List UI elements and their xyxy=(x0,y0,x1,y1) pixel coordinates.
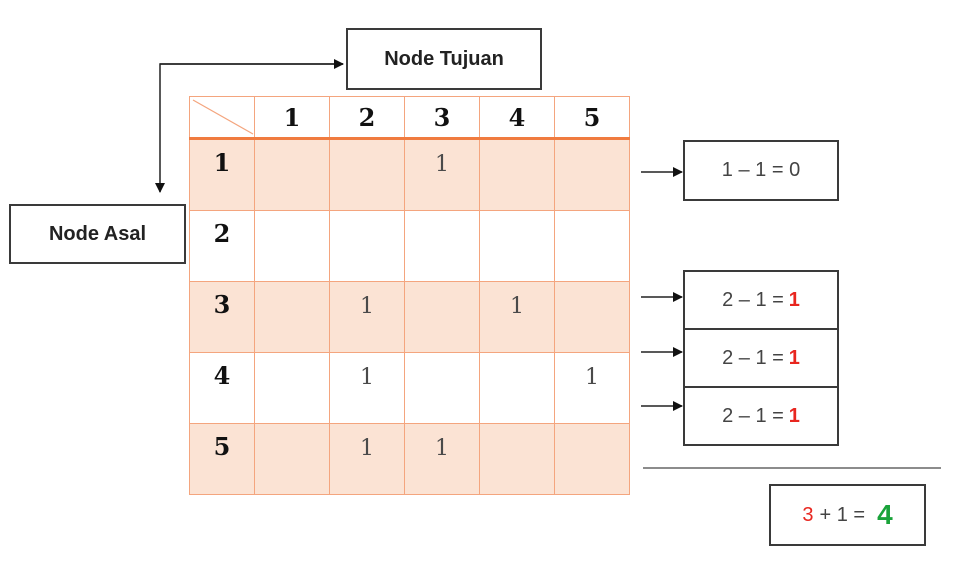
cell-2-5 xyxy=(554,210,630,282)
cell-5-3: 1 xyxy=(404,423,480,495)
calc-row-3-text: 2 – 1 = xyxy=(722,288,784,311)
adjacency-matrix: 1 2 3 4 5 1 1 2 3 1 1 4 1 1 5 xyxy=(189,96,630,495)
calc-box-row-3: 2 – 1 = 1 xyxy=(683,270,839,330)
cell-5-5 xyxy=(554,423,630,495)
col-header-3: 3 xyxy=(404,96,480,140)
calc-box-row-4: 2 – 1 = 1 xyxy=(683,328,839,388)
row-header-5: 5 xyxy=(189,423,255,495)
cell-2-4 xyxy=(479,210,555,282)
node-asal-label: Node Asal xyxy=(48,222,147,245)
total-addend: 3 xyxy=(802,503,814,526)
matrix-row-5: 5 1 1 xyxy=(189,423,630,495)
cell-3-5 xyxy=(554,281,630,353)
cell-3-4: 1 xyxy=(479,281,555,353)
total-operator: + 1 = xyxy=(819,503,866,526)
cell-1-4 xyxy=(479,138,555,211)
matrix-corner xyxy=(189,96,255,140)
cell-4-2: 1 xyxy=(329,352,405,424)
calc-row-4-result: 1 xyxy=(788,346,800,369)
node-tujuan-box: Node Tujuan xyxy=(346,28,542,90)
col-header-4: 4 xyxy=(479,96,555,140)
node-asal-box: Node Asal xyxy=(9,204,186,264)
cell-4-1 xyxy=(254,352,330,424)
cell-1-2 xyxy=(329,138,405,211)
row-header-3: 3 xyxy=(189,281,255,353)
total-result: 4 xyxy=(877,499,893,530)
calc-box-row-1: 1 – 1 = 0 xyxy=(683,140,839,201)
cell-5-2: 1 xyxy=(329,423,405,495)
matrix-row-1: 1 1 xyxy=(189,138,630,211)
node-tujuan-label: Node Tujuan xyxy=(384,47,504,70)
cell-5-1 xyxy=(254,423,330,495)
col-header-5: 5 xyxy=(554,96,630,140)
calc-row-5-text: 2 – 1 = xyxy=(722,404,784,427)
cell-3-2: 1 xyxy=(329,281,405,353)
col-header-2: 2 xyxy=(329,96,405,140)
cell-4-4 xyxy=(479,352,555,424)
row-header-4: 4 xyxy=(189,352,255,424)
total-box: 3 + 1 = 4 xyxy=(769,484,926,546)
cell-1-3: 1 xyxy=(404,138,480,211)
matrix-row-3: 3 1 1 xyxy=(189,281,630,353)
matrix-header-row: 1 2 3 4 5 xyxy=(189,96,630,140)
calc-box-row-5: 2 – 1 = 1 xyxy=(683,386,839,446)
cell-3-3 xyxy=(404,281,480,353)
calc-row-5-result: 1 xyxy=(788,404,800,427)
calc-row-3-result: 1 xyxy=(788,288,800,311)
cell-1-5 xyxy=(554,138,630,211)
row-header-1: 1 xyxy=(189,138,255,211)
cell-4-3 xyxy=(404,352,480,424)
calc-row-1-text: 1 – 1 = 0 xyxy=(721,159,801,181)
cell-2-1 xyxy=(254,210,330,282)
row-header-2: 2 xyxy=(189,210,255,282)
matrix-row-4: 4 1 1 xyxy=(189,352,630,424)
cell-2-3 xyxy=(404,210,480,282)
cell-5-4 xyxy=(479,423,555,495)
col-header-1: 1 xyxy=(254,96,330,140)
cell-3-1 xyxy=(254,281,330,353)
cell-4-5: 1 xyxy=(554,352,630,424)
calc-row-4-text: 2 – 1 = xyxy=(722,346,784,369)
cell-1-1 xyxy=(254,138,330,211)
cell-2-2 xyxy=(329,210,405,282)
matrix-row-2: 2 xyxy=(189,210,630,282)
